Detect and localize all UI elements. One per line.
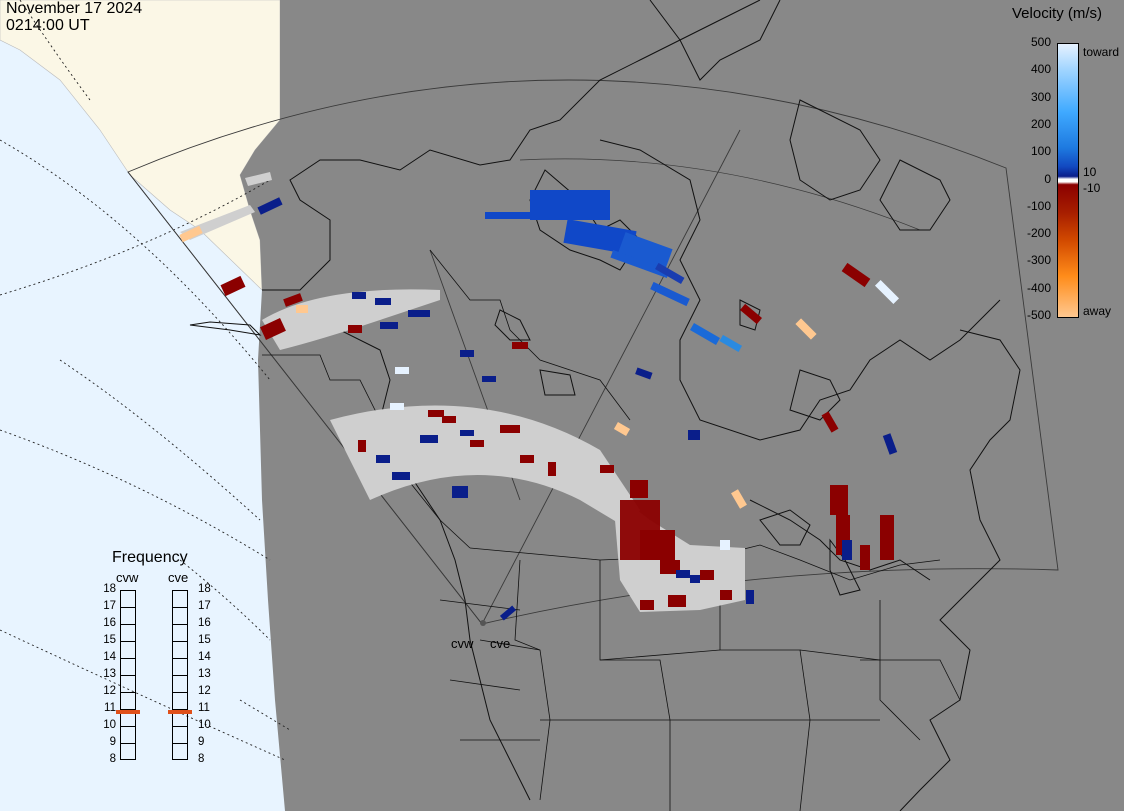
colorbar-tick-label: 100 xyxy=(1030,144,1051,159)
colorbar-tick-label: 500 xyxy=(1030,35,1051,49)
date-label: November 17 2024 xyxy=(6,0,143,17)
time-label: 0214:00 UT xyxy=(6,17,90,34)
colorbar-tick-label: -400 xyxy=(1026,280,1051,295)
colorbar-tick-10: 10 xyxy=(1083,165,1097,179)
frequency-scale-label: 14 xyxy=(103,651,116,663)
frequency-scale-label: 10 xyxy=(103,719,116,731)
colorbar-tick-label: 400 xyxy=(1030,62,1051,77)
frequency-scale-box xyxy=(120,590,136,760)
frequency-scale-label: 9 xyxy=(109,736,116,748)
frequency-scale-label: 9 xyxy=(198,736,205,748)
frequency-marker xyxy=(168,710,192,715)
radar-site-marker xyxy=(480,620,486,626)
colorbar-tick-neg10: -10 xyxy=(1083,181,1101,195)
velocity-cells-darkblue xyxy=(257,197,898,621)
frequency-scale-label: 14 xyxy=(198,651,211,663)
graticule xyxy=(0,0,291,761)
frequency-scale-label: 15 xyxy=(103,634,116,646)
frequency-scale-label: 12 xyxy=(103,685,116,697)
frequency-scale-label: 16 xyxy=(198,617,211,629)
colorbar-tick-label: -200 xyxy=(1026,226,1051,241)
north-america-land xyxy=(240,0,1124,811)
frequency-scale-label: 18 xyxy=(198,583,211,595)
freq-radar-cvw-label: cvw xyxy=(116,570,139,585)
frequency-scale-label: 13 xyxy=(103,668,116,680)
freq-radar-cve-label: cve xyxy=(168,570,189,585)
frequency-scale-label: 10 xyxy=(198,719,211,731)
frequency-scale-box xyxy=(172,590,188,760)
frequency-scale-label: 15 xyxy=(198,634,211,646)
velocity-cells-red xyxy=(220,262,894,610)
colorbar-tick-label: 200 xyxy=(1030,116,1051,131)
velocity-cells-blue xyxy=(485,190,743,352)
colorbar-tick-label: -100 xyxy=(1026,198,1051,213)
frequency-scale-label: 11 xyxy=(198,702,210,714)
velocity-colorbar xyxy=(1057,43,1079,318)
colorbar-tick-label: 0 xyxy=(1044,171,1051,186)
velocity-cells-light xyxy=(179,225,900,550)
colorbar-toward-label: toward xyxy=(1083,45,1120,59)
frequency-scale-label: 12 xyxy=(198,685,211,697)
site-label-cve: cve xyxy=(490,636,511,651)
frequency-scale-label: 8 xyxy=(198,753,205,765)
colorbar-away-label: away xyxy=(1083,304,1112,318)
frequency-marker xyxy=(116,710,140,715)
frequency-scale-label: 17 xyxy=(198,600,211,612)
frequency-scale-label: 18 xyxy=(103,583,116,595)
colorbar-tick-label: -300 xyxy=(1026,253,1051,268)
colorbar-tick-label: 300 xyxy=(1030,89,1051,104)
frequency-scale-label: 16 xyxy=(103,617,116,629)
frequency-scale-label: 13 xyxy=(198,668,211,680)
frequency-scale-label: 17 xyxy=(103,600,116,612)
frequency-title: Frequency xyxy=(112,549,188,566)
colorbar-title: Velocity (m/s) xyxy=(1012,5,1103,22)
site-label-cvw: cvw xyxy=(451,636,474,651)
colorbar-tick-label: -500 xyxy=(1026,308,1051,322)
frequency-scale-label: 11 xyxy=(104,702,116,714)
frequency-scale-label: 8 xyxy=(109,753,116,765)
